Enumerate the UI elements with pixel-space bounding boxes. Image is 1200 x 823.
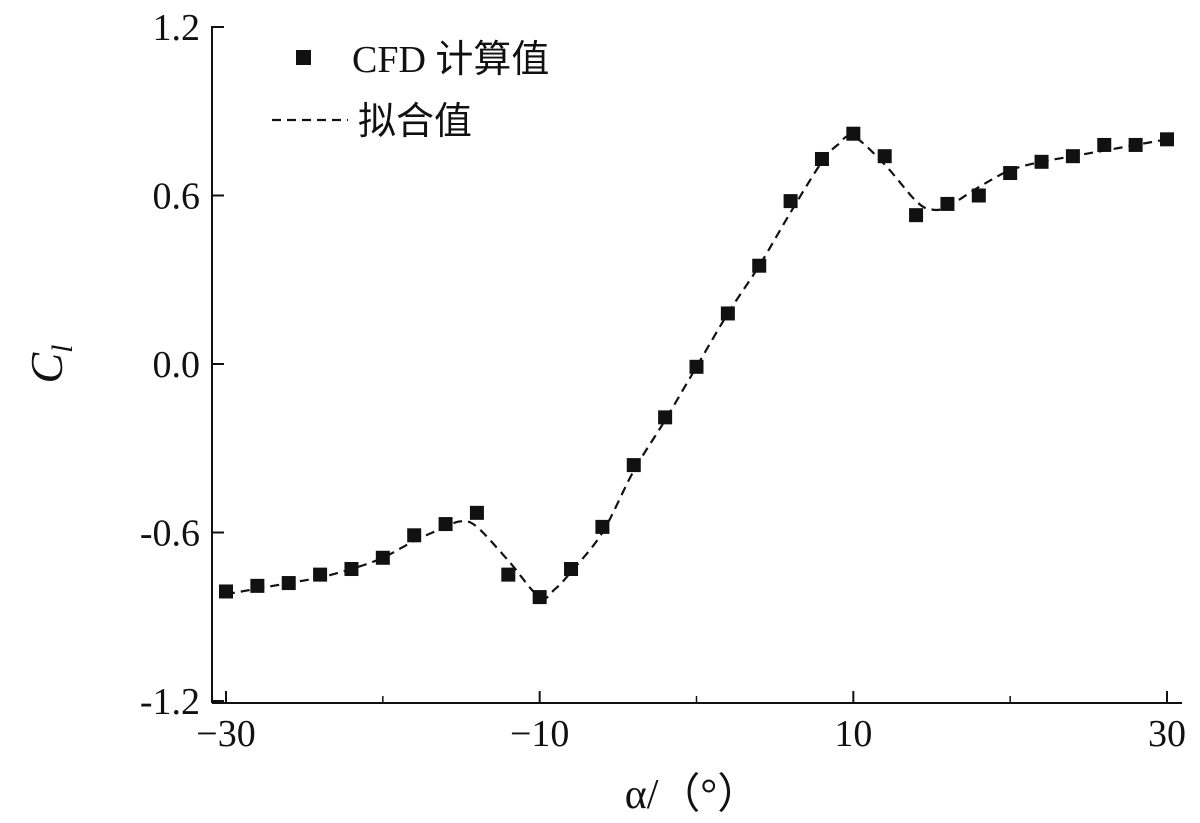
cfd-point xyxy=(689,359,704,374)
cfd-point xyxy=(407,528,422,543)
legend-label-fit: 拟合值 xyxy=(358,101,472,143)
cfd-point xyxy=(532,590,547,605)
y-axis-label-text: Cl xyxy=(21,344,79,383)
cfd-point xyxy=(1065,149,1080,164)
x-tick-label: 30 xyxy=(1148,713,1186,755)
y-axis-label: Cl xyxy=(21,344,79,383)
x-tick-label: −30 xyxy=(196,713,255,755)
cfd-point xyxy=(375,550,390,565)
cfd-point xyxy=(846,126,861,141)
cfd-point xyxy=(595,519,610,534)
cfd-point xyxy=(909,208,924,223)
axis-labels: α/（°） Cl xyxy=(21,344,759,818)
fit-curve xyxy=(225,134,1168,600)
cfd-point xyxy=(658,410,673,425)
y-tick-label: 0.0 xyxy=(153,344,201,386)
cfd-point xyxy=(469,505,484,520)
x-tick-label: 10 xyxy=(834,713,872,755)
cfd-point xyxy=(438,517,453,532)
y-tick-label: -1.2 xyxy=(140,681,200,723)
cfd-point xyxy=(814,151,829,166)
y-tick-label: 1.2 xyxy=(153,7,201,49)
legend-marker-swatch xyxy=(296,50,311,65)
cfd-point xyxy=(1003,166,1018,181)
y-tick-label: -0.6 xyxy=(140,513,200,555)
cfd-point xyxy=(1034,154,1049,169)
x-tick-label: −10 xyxy=(510,713,569,755)
tick-labels: 1.2 0.6 0.0 -0.6 -1.2−30 −10 10 30 xyxy=(140,7,1186,755)
cfd-point xyxy=(940,196,955,211)
cfd-point xyxy=(344,562,359,577)
cfd-point xyxy=(501,567,516,582)
cfd-point xyxy=(971,188,986,203)
legend-label-cfd: CFD 计算值 xyxy=(352,39,549,81)
cfd-point xyxy=(1128,137,1143,152)
cfd-point xyxy=(720,306,735,321)
fit-line-path xyxy=(225,134,1168,600)
cfd-point xyxy=(877,149,892,164)
axes xyxy=(211,26,1182,704)
cfd-point xyxy=(281,576,296,591)
cfd-point xyxy=(1097,137,1112,152)
cfd-point xyxy=(783,194,798,209)
cfd-point xyxy=(564,562,579,577)
cfd-markers xyxy=(219,126,1174,605)
y-tick-label: 0.6 xyxy=(153,176,201,218)
cfd-point xyxy=(313,567,328,582)
cfd-point xyxy=(626,458,641,473)
x-axis-label: α/（°） xyxy=(625,772,759,818)
cfd-point xyxy=(1160,132,1174,147)
cfd-point xyxy=(752,258,767,273)
cfd-point xyxy=(250,578,265,593)
cfd-point xyxy=(219,584,233,599)
